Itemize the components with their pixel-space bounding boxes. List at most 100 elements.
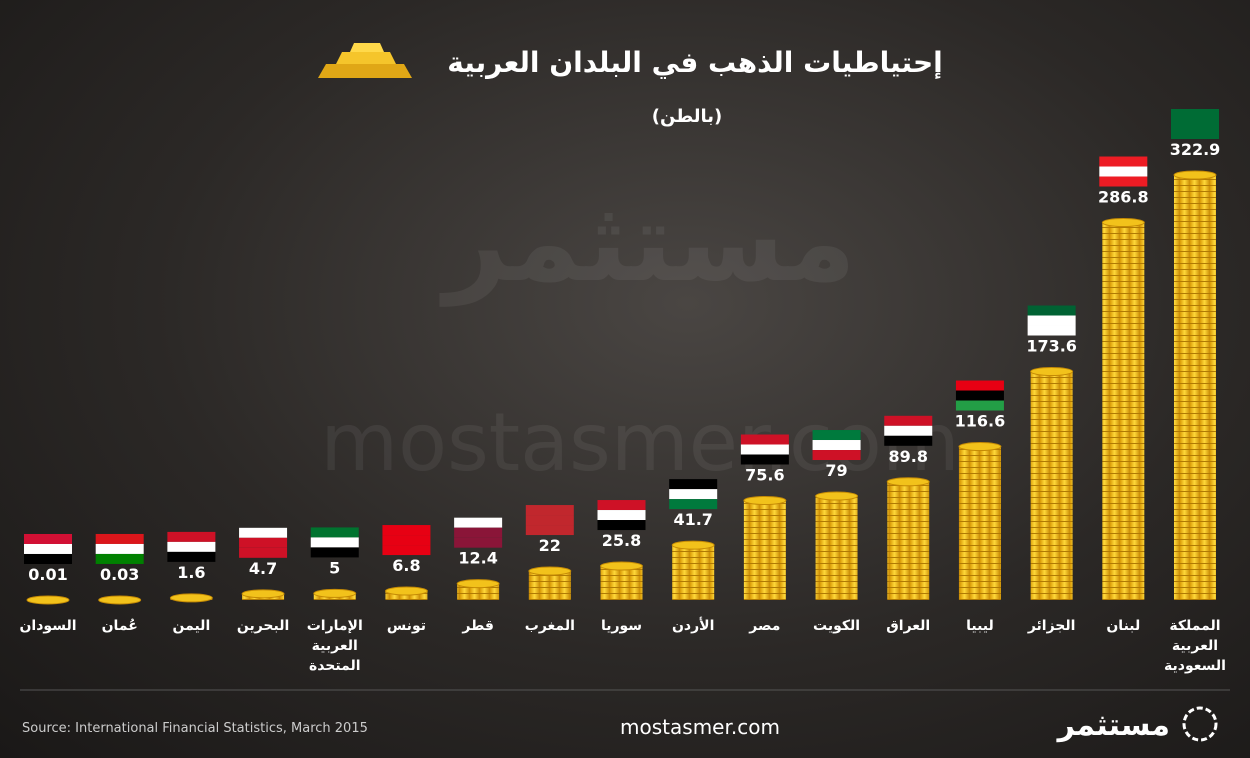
coin-top bbox=[169, 593, 213, 603]
category-label: العراق bbox=[886, 618, 931, 634]
category-label: الإمارات العربية المتحدة bbox=[306, 618, 363, 674]
flag-stripe bbox=[454, 537, 503, 548]
logo: مستثمر bbox=[1056, 708, 1170, 743]
flag-stripe bbox=[812, 440, 861, 451]
coin-top bbox=[600, 561, 643, 571]
category-label: الجزائر bbox=[1027, 618, 1076, 634]
coin-top bbox=[958, 442, 1002, 452]
flag-stripe bbox=[669, 489, 718, 500]
value-label: 79 bbox=[825, 461, 847, 480]
coin-top bbox=[98, 595, 142, 605]
category-label: لبنان bbox=[1106, 618, 1141, 634]
coin-top bbox=[241, 589, 285, 599]
bar bbox=[600, 566, 643, 600]
flag-stripe bbox=[597, 520, 646, 531]
bar bbox=[1030, 371, 1073, 600]
flag-stripe bbox=[239, 547, 288, 558]
flag-stripe bbox=[740, 444, 789, 455]
flag-stripe bbox=[24, 553, 72, 564]
bar bbox=[815, 496, 858, 600]
value-label: 25.8 bbox=[602, 531, 641, 550]
flag-stripe bbox=[597, 500, 646, 511]
bar bbox=[1174, 175, 1216, 600]
flag-stripe bbox=[597, 510, 646, 521]
flag-stripe bbox=[955, 400, 1004, 411]
watermark-website: mostasmer.com bbox=[320, 396, 960, 489]
flag-stripe bbox=[95, 553, 144, 564]
flag-stripe bbox=[812, 450, 861, 461]
gold-bars-icon bbox=[318, 43, 412, 78]
flag-stripe bbox=[884, 415, 933, 426]
bar bbox=[1102, 222, 1145, 600]
flag-stripe bbox=[1099, 156, 1148, 167]
flag-stripe bbox=[454, 517, 503, 528]
category-label: البحرين bbox=[236, 618, 290, 634]
flag-stripe bbox=[310, 537, 359, 548]
value-label: 6.8 bbox=[392, 556, 420, 575]
flag-stripe bbox=[1027, 315, 1076, 326]
value-label: 12.4 bbox=[458, 549, 497, 568]
flag-stripe bbox=[955, 390, 1004, 401]
coin-top bbox=[26, 595, 70, 605]
flag-stripe bbox=[884, 425, 933, 436]
flag-stripe bbox=[812, 430, 861, 441]
flag-stripe bbox=[1171, 109, 1219, 119]
value-label: 22 bbox=[539, 536, 561, 555]
value-label: 286.8 bbox=[1098, 188, 1149, 207]
category-label: المملكة العربية السعودية bbox=[1164, 618, 1226, 674]
value-label: 173.6 bbox=[1026, 337, 1077, 356]
flag-stripe bbox=[669, 479, 718, 490]
flag-stripe bbox=[382, 535, 431, 546]
category-label: تونس bbox=[386, 618, 426, 634]
source: Source: International Financial Statisti… bbox=[22, 721, 368, 736]
coin-top bbox=[384, 586, 428, 596]
flag-stripe bbox=[955, 380, 1004, 391]
value-label: 0.01 bbox=[28, 565, 67, 584]
coin-top bbox=[1101, 218, 1145, 228]
category-label: المغرب bbox=[524, 618, 575, 634]
coin-top bbox=[313, 588, 357, 598]
flag-stripe bbox=[525, 525, 574, 536]
bar bbox=[887, 481, 930, 600]
value-label: 41.7 bbox=[673, 510, 712, 529]
flag-stripe bbox=[740, 434, 789, 445]
category-label: الأردن bbox=[671, 618, 715, 634]
logo-icon bbox=[1182, 706, 1218, 742]
value-label: 0.03 bbox=[100, 565, 139, 584]
category-label: عُمان bbox=[101, 618, 138, 634]
bar bbox=[743, 500, 786, 600]
value-label: 322.9 bbox=[1170, 140, 1221, 159]
flag-stripe bbox=[24, 533, 72, 544]
flag-stripe bbox=[24, 543, 72, 554]
coin-top bbox=[528, 566, 572, 576]
category-label: قطر bbox=[462, 618, 494, 634]
bar bbox=[672, 545, 715, 600]
flag-stripe bbox=[740, 454, 789, 465]
category-label: ليبيا bbox=[966, 618, 994, 634]
website: mostasmer.com bbox=[620, 715, 780, 739]
coin-top bbox=[671, 540, 715, 550]
chart-title: إحتياطيات الذهب في البلدان العربية bbox=[447, 46, 943, 80]
flag-stripe bbox=[1171, 119, 1219, 129]
flag-stripe bbox=[239, 527, 288, 538]
category-label: السودان bbox=[19, 618, 77, 634]
category-label: مصر bbox=[749, 618, 781, 634]
flag-stripe bbox=[1027, 305, 1076, 316]
bar bbox=[457, 583, 500, 600]
value-label: 5 bbox=[329, 558, 340, 577]
category-label: اليمن bbox=[172, 618, 211, 634]
flag-stripe bbox=[382, 525, 431, 536]
value-label: 116.6 bbox=[955, 412, 1006, 431]
bar bbox=[528, 571, 571, 600]
flag-stripe bbox=[95, 533, 144, 544]
flag-stripe bbox=[310, 547, 359, 558]
flag-stripe bbox=[525, 515, 574, 526]
flag-stripe bbox=[1099, 176, 1148, 187]
flag-stripe bbox=[95, 543, 144, 554]
coin-top bbox=[1030, 367, 1074, 377]
value-label: 89.8 bbox=[889, 447, 928, 466]
bar bbox=[958, 446, 1001, 600]
flag-stripe bbox=[382, 545, 431, 556]
